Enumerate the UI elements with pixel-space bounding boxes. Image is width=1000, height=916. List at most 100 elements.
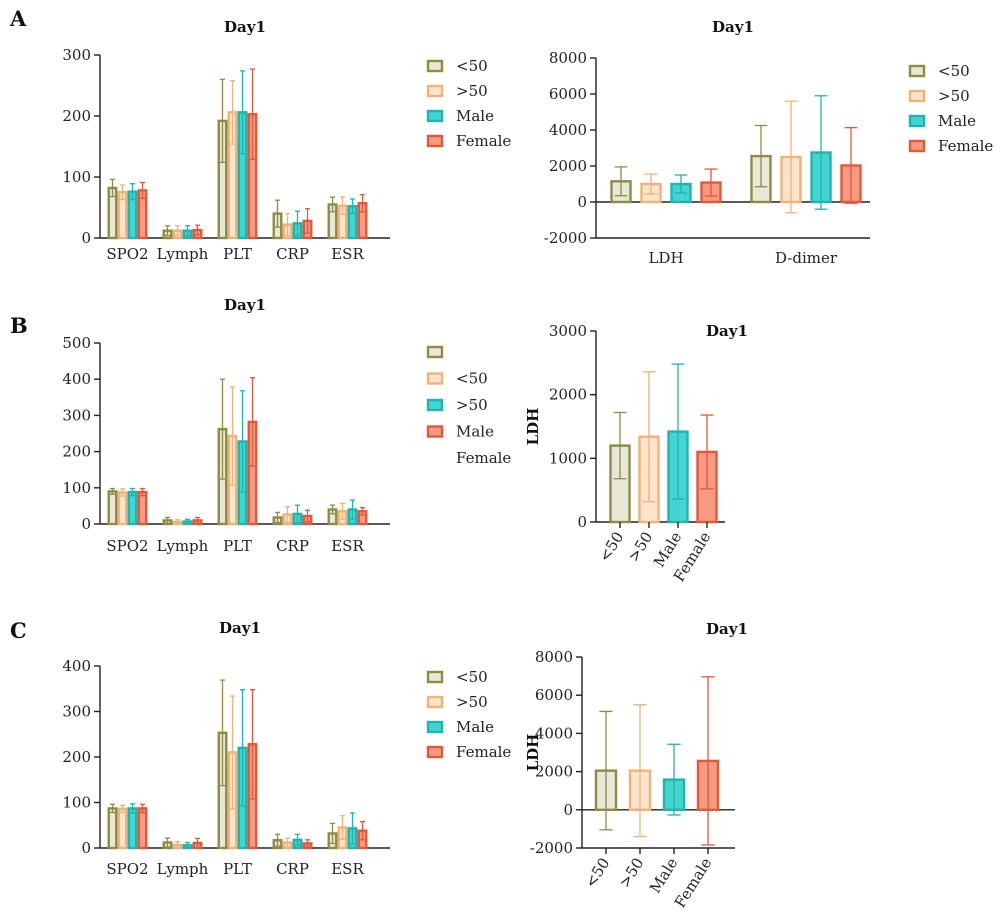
y-tick-label: 0 <box>577 513 587 531</box>
y-tick-label: 200 <box>62 748 91 766</box>
chart-a-left: Day1 0 100 200 300 SPO2 Lymph PLT CRP ESR <50 >50 Ma… <box>62 18 511 263</box>
legend-label: <50 <box>456 370 488 388</box>
charts-layer: Day1 0 100 200 300 SPO2 Lymph PLT CRP ESR <50 >50 Ma… <box>62 18 993 911</box>
y-tick-label: 100 <box>62 479 91 497</box>
x-tick-label: Lymph <box>157 860 209 878</box>
y-tick-label: 100 <box>62 168 91 186</box>
x-tick-label: PLT <box>223 537 252 555</box>
x-tick-label: ESR <box>331 860 364 878</box>
legend-swatch <box>426 372 444 385</box>
y-tick-label: 0 <box>81 839 91 857</box>
y-tick-label: 200 <box>62 443 91 461</box>
legend-swatch <box>908 139 926 153</box>
legend-label: >50 <box>456 82 488 100</box>
x-tick-label: SPO2 <box>106 860 148 878</box>
legend-label: >50 <box>456 396 488 414</box>
bar-50-spo2 <box>117 807 128 850</box>
bar-50-spo2 <box>107 490 118 526</box>
legend-label: <50 <box>938 62 970 80</box>
x-tick-label: Lymph <box>157 537 209 555</box>
y-tick-label: 0 <box>81 229 91 247</box>
x-tick-label: SPO2 <box>106 537 148 555</box>
x-tick-label: PLT <box>223 860 252 878</box>
x-tick-label: Lymph <box>157 245 209 263</box>
panel-letter-b: B <box>10 313 28 338</box>
legend-label: <50 <box>456 668 488 686</box>
y-tick-label: 500 <box>62 334 91 352</box>
x-tick-label: <50 <box>581 855 613 891</box>
y-tick-label: 6000 <box>549 85 587 103</box>
y-tick-label: 4000 <box>549 121 587 139</box>
legend-swatch <box>426 745 444 759</box>
legend-label: Male <box>938 112 976 130</box>
panel-letter-a: A <box>9 6 27 31</box>
y-tick-label: 200 <box>62 107 91 125</box>
y-tick-label: 2000 <box>535 763 573 781</box>
chart-title: Day1 <box>224 296 266 314</box>
legend-swatch <box>426 425 444 438</box>
legend-label: <50 <box>456 57 488 75</box>
chart-c-left: Day1 0 100 200 300 400 SPO2 Lymph PLT CRP ESR <50 >5… <box>62 619 511 878</box>
legend-swatch <box>426 109 444 123</box>
bar-female-spo2 <box>137 490 148 526</box>
x-tick-label: <50 <box>595 529 627 565</box>
y-tick-label: 0 <box>577 193 587 211</box>
x-tick-label: SPO2 <box>106 245 148 263</box>
x-tick-label: ESR <box>331 537 364 555</box>
legend-swatch <box>426 345 444 359</box>
y-tick-label: 300 <box>62 406 91 424</box>
panel-letter-c: C <box>10 618 27 643</box>
y-tick-label: 100 <box>62 794 91 812</box>
legend-label: Male <box>456 107 494 125</box>
legend-swatch <box>908 114 926 128</box>
chart-title: Day1 <box>712 18 754 36</box>
legend-label: Male <box>456 718 494 736</box>
y-tick-label: -2000 <box>530 839 573 857</box>
legend-label: Female <box>938 137 993 155</box>
legend-label: Male <box>456 423 494 441</box>
chart-title: Day1 <box>706 620 748 638</box>
x-tick-label: CRP <box>276 860 309 878</box>
x-tick-label: Male <box>646 854 681 896</box>
y-axis-label: LDH <box>524 734 542 772</box>
legend-label: Female <box>456 132 511 150</box>
y-tick-label: 2000 <box>549 386 587 404</box>
x-tick-label: D-dimer <box>775 249 838 267</box>
chart-title: Day1 <box>224 18 266 36</box>
y-tick-label: 300 <box>62 703 91 721</box>
legend-label: >50 <box>456 693 488 711</box>
legend-swatch <box>426 720 444 734</box>
bar-50-spo2 <box>107 807 118 850</box>
bar-50-spo2 <box>117 491 128 526</box>
legend-swatch <box>908 64 926 78</box>
chart-title: Day1 <box>219 619 261 637</box>
legend-swatch <box>426 695 444 709</box>
legend-swatch <box>426 84 444 98</box>
y-tick-label: 6000 <box>535 686 573 704</box>
legend-label: Female <box>456 449 511 467</box>
legend-swatch <box>908 89 926 103</box>
y-tick-label: 3000 <box>549 322 587 340</box>
legend-swatch <box>426 398 444 412</box>
y-tick-label: 300 <box>62 46 91 64</box>
legend-swatch <box>426 134 444 148</box>
bar-male-spo2 <box>127 807 138 850</box>
legend-swatch <box>426 59 444 73</box>
x-tick-label: ESR <box>331 245 364 263</box>
x-tick-label: CRP <box>276 245 309 263</box>
y-tick-label: 400 <box>62 657 91 675</box>
y-tick-label: 8000 <box>535 648 573 666</box>
y-tick-label: 2000 <box>549 157 587 175</box>
bar-male-spo2 <box>127 490 138 526</box>
x-tick-label: PLT <box>223 245 252 263</box>
y-tick-label: 0 <box>563 801 573 819</box>
legend-swatch <box>426 670 444 684</box>
y-tick-label: 8000 <box>549 49 587 67</box>
y-tick-label: -2000 <box>544 229 587 247</box>
chart-b-left: Day1 0 100 200 300 400 500 SPO2 Lymph PLT CRP ESR <5… <box>62 296 511 555</box>
x-tick-label: CRP <box>276 537 309 555</box>
y-tick-label: 1000 <box>549 449 587 467</box>
